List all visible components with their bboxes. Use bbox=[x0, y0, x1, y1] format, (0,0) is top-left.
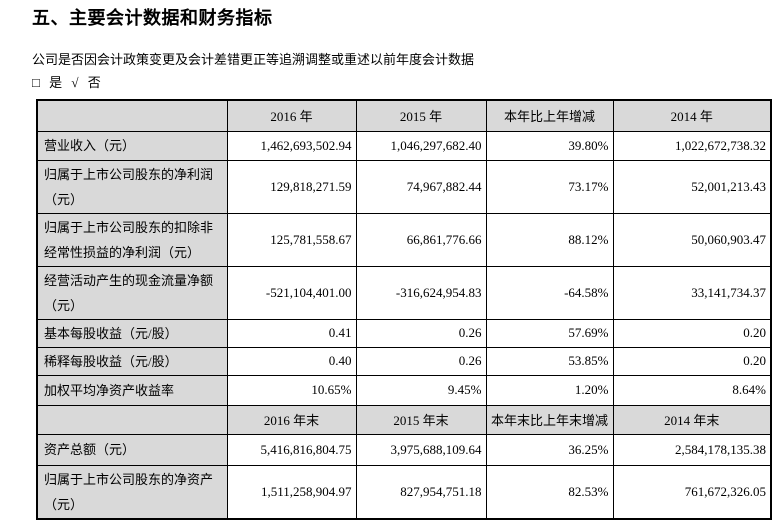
cell-2015: -316,624,954.83 bbox=[355, 265, 487, 320]
checkbox-unchecked-icon: □ bbox=[32, 75, 40, 90]
cell-2015: 3,975,688,109.64 bbox=[355, 433, 487, 466]
cell-change: -64.58% bbox=[485, 265, 614, 320]
row-label: 基本每股收益（元/股） bbox=[36, 318, 228, 348]
cell-change: 88.12% bbox=[485, 212, 614, 267]
period-header-row: 2016 年 2015 年 本年比上年增减 2014 年 bbox=[36, 99, 772, 132]
header-2015: 2015 年 bbox=[355, 99, 487, 132]
header-2014: 2014 年 bbox=[612, 99, 772, 132]
cell-2015: 9.45% bbox=[355, 374, 487, 406]
header-2016-end: 2016 年末 bbox=[226, 404, 357, 435]
row-label: 经营活动产生的现金流量净额（元） bbox=[36, 265, 228, 320]
cell-2016: 129,818,271.59 bbox=[226, 159, 357, 214]
cell-2014: 761,672,326.05 bbox=[612, 464, 772, 519]
table-row-basic-eps: 基本每股收益（元/股） 0.41 0.26 57.69% 0.20 bbox=[36, 318, 772, 348]
table-row-operating-cashflow: 经营活动产生的现金流量净额（元） -521,104,401.00 -316,62… bbox=[36, 265, 772, 320]
header-yoy-change: 本年比上年增减 bbox=[485, 99, 614, 132]
cell-2014: 0.20 bbox=[612, 318, 772, 348]
table-row-diluted-eps: 稀释每股收益（元/股） 0.40 0.26 53.85% 0.20 bbox=[36, 346, 772, 376]
cell-2014: 52,001,213.43 bbox=[612, 159, 772, 214]
cell-2016: 125,781,558.67 bbox=[226, 212, 357, 267]
restatement-choice-line: □ 是 √ 否 bbox=[32, 72, 107, 91]
cell-change: 39.80% bbox=[485, 130, 614, 161]
table-row-total-assets: 资产总额（元） 5,416,816,804.75 3,975,688,109.6… bbox=[36, 433, 772, 466]
cell-2015: 66,861,776.66 bbox=[355, 212, 487, 267]
cell-2014: 33,141,734.37 bbox=[612, 265, 772, 320]
table-row-net-profit-deducted: 归属于上市公司股东的扣除非经常性损益的净利润（元） 125,781,558.67… bbox=[36, 212, 772, 267]
restatement-question: 公司是否因会计政策变更及会计差错更正等追溯调整或重述以前年度会计数据 bbox=[32, 52, 475, 67]
cell-2016: 0.40 bbox=[226, 346, 357, 376]
row-label: 营业收入（元） bbox=[36, 130, 228, 161]
cell-2014: 50,060,903.47 bbox=[612, 212, 772, 267]
cell-2014: 8.64% bbox=[612, 374, 772, 406]
table-row-net-assets: 归属于上市公司股东的净资产（元） 1,511,258,904.97 827,95… bbox=[36, 464, 772, 519]
cell-change: 53.85% bbox=[485, 346, 614, 376]
cell-2015: 827,954,751.18 bbox=[355, 464, 487, 519]
choice-no-label: 否 bbox=[87, 75, 101, 90]
cell-2016: 5,416,816,804.75 bbox=[226, 433, 357, 466]
table-row-revenue: 营业收入（元） 1,462,693,502.94 1,046,297,682.4… bbox=[36, 130, 772, 161]
cell-2016: 1,511,258,904.97 bbox=[226, 464, 357, 519]
header-2016: 2016 年 bbox=[226, 99, 357, 132]
cell-2015: 0.26 bbox=[355, 346, 487, 376]
cell-2015: 74,967,882.44 bbox=[355, 159, 487, 214]
cell-change: 82.53% bbox=[485, 464, 614, 519]
cell-2014: 0.20 bbox=[612, 346, 772, 376]
period-end-header-row: 2016 年末 2015 年末 本年末比上年末增减 2014 年末 bbox=[36, 404, 772, 435]
checkmark-icon: √ bbox=[71, 75, 79, 90]
cell-2016: 1,462,693,502.94 bbox=[226, 130, 357, 161]
section-title: 五、主要会计数据和财务指标 bbox=[32, 8, 273, 28]
cell-2014: 2,584,178,135.38 bbox=[612, 433, 772, 466]
row-label: 归属于上市公司股东的净资产（元） bbox=[36, 464, 228, 519]
financial-indicators-table: 2016 年 2015 年 本年比上年增减 2014 年 营业收入（元） 1,4… bbox=[36, 99, 772, 520]
table-row-weighted-roe: 加权平均净资产收益率 10.65% 9.45% 1.20% 8.64% bbox=[36, 374, 772, 406]
cell-change: 36.25% bbox=[485, 433, 614, 466]
row-label: 归属于上市公司股东的净利润（元） bbox=[36, 159, 228, 214]
header-2014-end: 2014 年末 bbox=[612, 404, 772, 435]
row-label: 资产总额（元） bbox=[36, 433, 228, 466]
cell-2016: -521,104,401.00 bbox=[226, 265, 357, 320]
cell-change: 57.69% bbox=[485, 318, 614, 348]
cell-change: 73.17% bbox=[485, 159, 614, 214]
cell-2016: 10.65% bbox=[226, 374, 357, 406]
row-label: 稀释每股收益（元/股） bbox=[36, 346, 228, 376]
header-end-change: 本年末比上年末增减 bbox=[485, 404, 614, 435]
cell-change: 1.20% bbox=[485, 374, 614, 406]
cell-2016: 0.41 bbox=[226, 318, 357, 348]
header-empty-cell bbox=[36, 99, 228, 132]
table-row-net-profit: 归属于上市公司股东的净利润（元） 129,818,271.59 74,967,8… bbox=[36, 159, 772, 214]
cell-2015: 0.26 bbox=[355, 318, 487, 348]
header-empty-cell bbox=[36, 404, 228, 435]
cell-2015: 1,046,297,682.40 bbox=[355, 130, 487, 161]
header-2015-end: 2015 年末 bbox=[355, 404, 487, 435]
row-label: 加权平均净资产收益率 bbox=[36, 374, 228, 406]
cell-2014: 1,022,672,738.32 bbox=[612, 130, 772, 161]
row-label: 归属于上市公司股东的扣除非经常性损益的净利润（元） bbox=[36, 212, 228, 267]
choice-yes-label: 是 bbox=[49, 75, 63, 90]
